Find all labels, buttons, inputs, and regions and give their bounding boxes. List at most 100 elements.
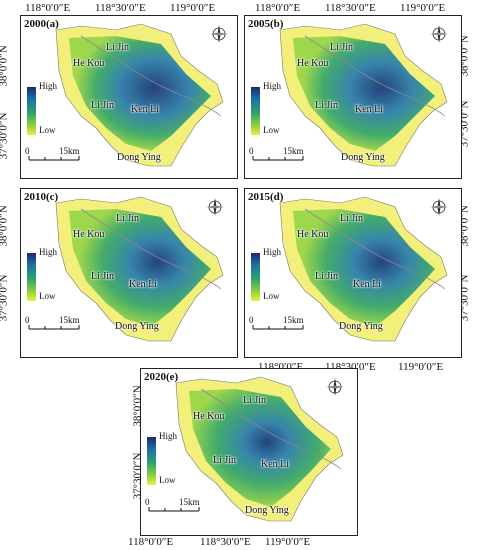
scale-bar: 0 15km [145, 497, 207, 513]
label-li-jin: Li Jin [243, 395, 267, 406]
coord-left-38-c: 38°0′0″N [0, 205, 10, 247]
panel-title: 2020(e) [144, 371, 179, 383]
map-drawing [279, 23, 448, 167]
label-li-jin: Li Jin [106, 42, 130, 53]
label-lijin-inner: Li Jin [213, 455, 237, 466]
map-drawing [55, 196, 224, 342]
label-lijin-inner: Li Jin [91, 271, 115, 282]
region-vegetation [293, 36, 435, 151]
scale-distance: 15km [283, 315, 304, 325]
map-drawing [279, 196, 448, 342]
coord-bot-e-118-30: 118°30′0″E [200, 536, 251, 548]
legend-high: High [39, 247, 57, 257]
scale-distance: 15km [59, 146, 80, 156]
coord-top-119-0-right: 119°0′0″E [400, 2, 446, 14]
map-panel-2005: 2005(b) Li Jin He Kou Li Jin Ken Li Dong… [244, 15, 462, 179]
scale-zero: 0 [25, 146, 30, 156]
label-dong-ying: Dong Ying [115, 321, 159, 332]
legend-high: High [263, 81, 281, 91]
coord-left-38-a: 38°0′0″N [0, 45, 10, 87]
label-he-kou: He Kou [297, 58, 329, 69]
map-panel-2015: 2015(d) Li Jin He Kou Li Jin Ken Li Dong… [244, 188, 462, 358]
label-lijin-inner: Li Jin [91, 100, 115, 111]
label-he-kou: He Kou [297, 229, 329, 240]
label-lijin-inner: Li Jin [315, 271, 339, 282]
compass-rose-icon [429, 197, 449, 217]
map-drawing [175, 376, 344, 522]
region-vegetation [189, 389, 331, 507]
river [304, 208, 446, 290]
label-dong-ying: Dong Ying [341, 152, 385, 163]
panel-title: 2000(a) [24, 18, 59, 30]
compass-rose-icon [325, 377, 345, 397]
coord-bot-e-118-0: 118°0′0″E [128, 536, 174, 548]
coord-top-118-0: 118°0′0″E [25, 2, 71, 14]
label-lijin-inner: Li Jin [315, 100, 339, 111]
label-ken-li: Ken Li [261, 459, 290, 470]
coord-left-3730-c: 37°30′0″N [0, 274, 10, 322]
label-he-kou: He Kou [73, 58, 105, 69]
label-ken-li: Ken Li [353, 279, 382, 290]
panel-title: 2010(c) [24, 191, 59, 203]
label-ken-li: Ken Li [131, 104, 160, 115]
label-he-kou: He Kou [73, 229, 105, 240]
legend-low: Low [263, 291, 280, 301]
legend-high: High [263, 247, 281, 257]
scale-zero: 0 [145, 497, 150, 507]
river [200, 388, 342, 470]
map-panel-2000: 2000(a) Li Jin He Kou Li Jin Ken Li Dong… [20, 15, 238, 179]
legend-ramp [27, 87, 36, 135]
legend-ramp [147, 437, 156, 485]
scale-distance: 15km [59, 315, 80, 325]
map-panel-2010: 2010(c) Li Jin He Kou Li Jin Ken Li Dong… [20, 188, 238, 358]
legend-high: High [159, 431, 177, 441]
scale-bar: 0 15km [249, 146, 311, 162]
legend-ramp [251, 253, 260, 301]
label-li-jin: Li Jin [116, 213, 140, 224]
compass-rose-icon [429, 24, 449, 44]
compass-rose-icon [205, 197, 225, 217]
label-dong-ying: Dong Ying [245, 505, 289, 516]
legend: High Low [27, 81, 69, 137]
compass-rose-icon [209, 24, 229, 44]
scale-bar: 0 15km [25, 146, 87, 162]
river [80, 35, 222, 117]
river [304, 35, 446, 117]
map-drawing [55, 23, 224, 167]
scale-zero: 0 [249, 315, 254, 325]
region-vegetation [69, 36, 211, 151]
legend-low: Low [159, 475, 176, 485]
panel-title: 2015(d) [248, 191, 284, 203]
label-ken-li: Ken Li [129, 279, 158, 290]
region-vegetation [293, 209, 435, 327]
legend-ramp [27, 253, 36, 301]
coord-bot-e-119-0: 119°0′0″E [265, 536, 311, 548]
river [80, 208, 222, 290]
scale-distance: 15km [179, 497, 200, 507]
legend-high: High [39, 81, 57, 91]
scale-bar: 0 15km [249, 315, 311, 331]
legend-low: Low [39, 125, 56, 135]
coord-bot-d-119-0: 119°0′0″E [398, 361, 444, 373]
legend: High Low [251, 81, 293, 137]
label-he-kou: He Kou [193, 411, 225, 422]
legend: High Low [251, 247, 293, 303]
legend-low: Low [39, 291, 56, 301]
legend: High Low [147, 431, 189, 487]
scale-zero: 0 [25, 315, 30, 325]
legend-low: Low [263, 125, 280, 135]
map-panel-2020: 2020(e) Li Jin He Kou Li Jin Ken Li Dong… [140, 368, 358, 536]
region-vegetation [69, 209, 211, 327]
label-dong-ying: Dong Ying [117, 152, 161, 163]
scale-bar: 0 15km [25, 315, 87, 331]
label-dong-ying: Dong Ying [339, 321, 383, 332]
label-li-jin: Li Jin [340, 213, 364, 224]
coord-top-118-30: 118°30′0″E [95, 2, 146, 14]
scale-distance: 15km [283, 146, 304, 156]
coord-top-118-30-right: 118°30′0″E [325, 2, 376, 14]
legend: High Low [27, 247, 69, 303]
label-ken-li: Ken Li [355, 104, 384, 115]
panel-title: 2005(b) [248, 18, 284, 30]
legend-ramp [251, 87, 260, 135]
coord-top-118-0-right: 118°0′0″E [255, 2, 301, 14]
